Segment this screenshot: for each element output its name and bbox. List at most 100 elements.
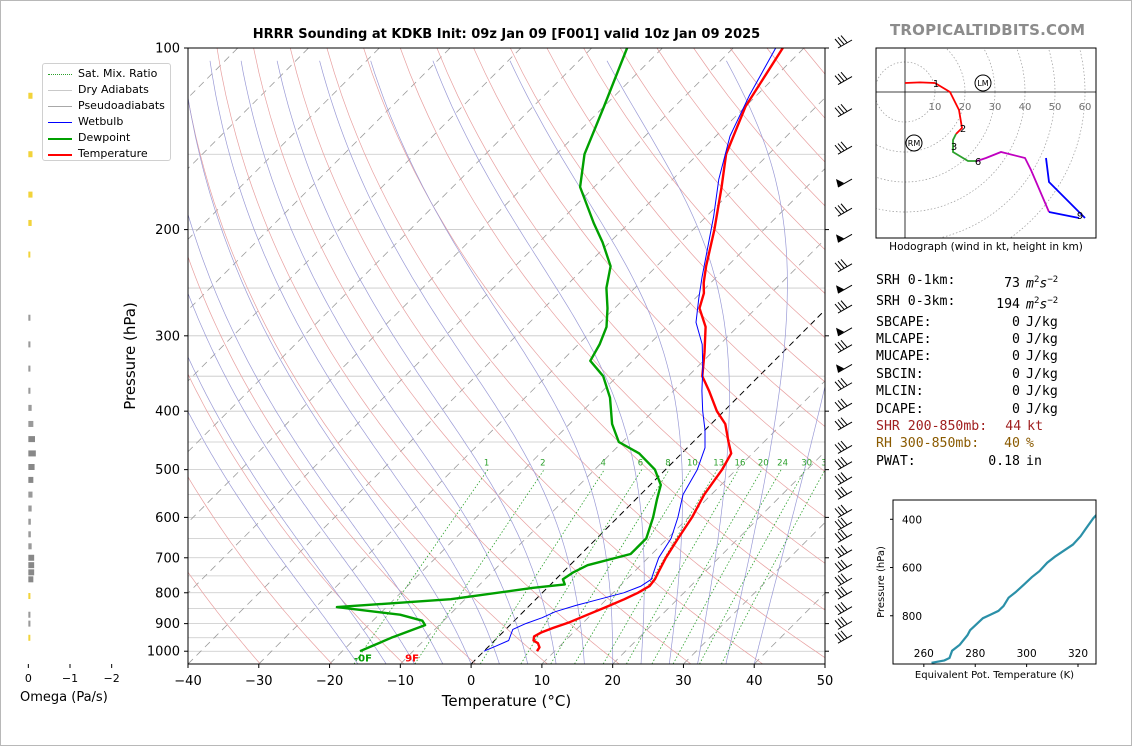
omega-bar	[28, 450, 36, 457]
stat-value-group: 0.18 in	[986, 453, 1088, 470]
dry-adiabat-line	[188, 571, 261, 664]
wind-barb-flag	[837, 36, 845, 45]
stat-unit: %	[1026, 436, 1034, 452]
moist-adiabat-line	[606, 60, 730, 664]
stat-row: SHR 200-850mb: 44 kt	[876, 418, 1088, 435]
wind-barb-flag	[840, 573, 848, 582]
wind-barb-flag	[834, 520, 842, 529]
omega-bar	[28, 593, 31, 600]
wind-barb-flag	[834, 75, 842, 83]
moist-adiabat-line	[209, 60, 500, 664]
legend-item-pseudoadiabats: Pseudoadiabats	[43, 98, 170, 114]
wind-barb	[836, 233, 853, 243]
stat-value-group: 0 J/kg	[986, 331, 1088, 348]
wind-barb-flag	[834, 475, 842, 484]
wind-barb-flag	[837, 341, 845, 350]
wind-barb-shaft	[837, 421, 853, 431]
wind-barb-shaft	[837, 145, 853, 155]
x-tick-label: 0	[467, 674, 475, 689]
wind-barb-flag	[840, 378, 848, 386]
stat-unit: in	[1026, 453, 1042, 469]
wind-barb	[834, 417, 853, 431]
stat-value-group: 0 J/kg	[986, 348, 1088, 365]
stat-value: 0.18	[988, 453, 1020, 469]
wind-barb-shaft	[837, 490, 853, 500]
mixing-ratio-label: 20	[758, 459, 769, 469]
wind-barb-flag	[834, 589, 842, 598]
wind-barb	[834, 586, 853, 600]
omega-bar	[28, 219, 32, 226]
wind-barb-flag	[840, 35, 848, 43]
stat-label: SRH 0-1km:	[876, 273, 956, 288]
wind-barb-shaft	[837, 284, 853, 294]
wind-barb-flag	[837, 575, 845, 583]
wind-barb-shaft	[837, 533, 853, 543]
wind-barb-shaft	[837, 521, 853, 531]
wind-barb	[834, 203, 853, 217]
mixing-ratio-label: 8	[665, 459, 670, 469]
dry-adiabat-line	[583, 48, 825, 339]
mixing-ratio-line	[651, 469, 763, 664]
skewt-plot-area: 1 2 4 6 8 10 13 16 20 24 30 36	[188, 48, 825, 664]
stat-value-group: 73 m2s−2	[986, 272, 1088, 293]
wind-barb-shaft	[837, 363, 853, 373]
stat-value: 0	[1012, 384, 1020, 400]
stat-label: SBCAPE:	[876, 314, 932, 330]
wind-barb	[834, 259, 853, 273]
wind-barb-flag	[837, 588, 845, 596]
wind-barb-flag	[840, 339, 848, 348]
stat-row: SBCIN: 0 J/kg	[876, 366, 1088, 383]
moist-adiabat-line	[276, 60, 557, 664]
omega-bar	[28, 436, 35, 443]
x-tick-label: −20	[316, 674, 343, 689]
moist-adiabat-line	[188, 356, 387, 664]
dry-adiabat-line	[326, 48, 825, 659]
moist-adiabat-line	[240, 60, 529, 664]
wind-barb-flag	[834, 620, 842, 628]
omega-bar	[28, 463, 35, 470]
wind-barb-shaft	[837, 233, 853, 243]
wind-barb	[834, 440, 853, 454]
wind-barb-flag	[834, 206, 842, 215]
stat-value: 0	[1012, 349, 1020, 365]
hodograph-trace	[1045, 157, 1086, 219]
stat-label: RH 300-850mb:	[876, 436, 980, 452]
stat-row: SRH 0-3km: 194 m2s−2	[876, 293, 1088, 314]
wind-barb-shaft	[837, 461, 853, 471]
wind-barb-flag	[837, 400, 845, 408]
omega-bar	[28, 554, 35, 561]
legend-swatch	[48, 154, 72, 156]
stat-row: SRH 0-1km: 73 m2s−2	[876, 272, 1088, 293]
theta-e-x-tick-label: 260	[914, 648, 934, 660]
wind-barb-shaft	[837, 634, 853, 644]
hodograph-ring-label: 40	[1019, 102, 1032, 113]
omega-bar	[28, 576, 34, 583]
omega-bar	[28, 543, 32, 550]
isotherm-line	[188, 48, 663, 524]
stat-value-group: 0 J/kg	[986, 383, 1088, 400]
wind-barb-flag	[840, 504, 848, 513]
hodograph-caption: Hodograph (wind in kt, height in km)	[889, 241, 1083, 253]
wind-barb-flag	[837, 632, 845, 640]
x-tick-label: 20	[604, 674, 621, 689]
mixing-ratio-label: 10	[687, 459, 698, 469]
legend-item-sat-mix-ratio: Sat. Mix. Ratio	[43, 66, 170, 82]
stat-row: RH 300-850mb: 40%	[876, 435, 1088, 452]
theta-e-y-tick-label: 600	[902, 563, 922, 575]
isotherm-line	[329, 167, 825, 664]
legend-item-temperature: Temperature	[43, 146, 170, 162]
isotherm-line	[188, 48, 451, 311]
theta-e-y-axis-label: Pressure (hPa)	[876, 546, 887, 618]
hodograph-trace	[934, 82, 963, 135]
mixing-ratio-label: 30	[801, 459, 812, 469]
wind-barb-flag	[840, 602, 848, 610]
hodograph-height-label: 1	[933, 79, 939, 90]
legend-swatch	[48, 90, 72, 91]
legend-swatch	[48, 138, 72, 140]
wind-barb-flag	[840, 259, 848, 267]
hodograph-trace	[976, 151, 1050, 213]
theta-e-y-tick-label: 400	[902, 514, 922, 526]
wind-barb-flag	[834, 576, 842, 585]
